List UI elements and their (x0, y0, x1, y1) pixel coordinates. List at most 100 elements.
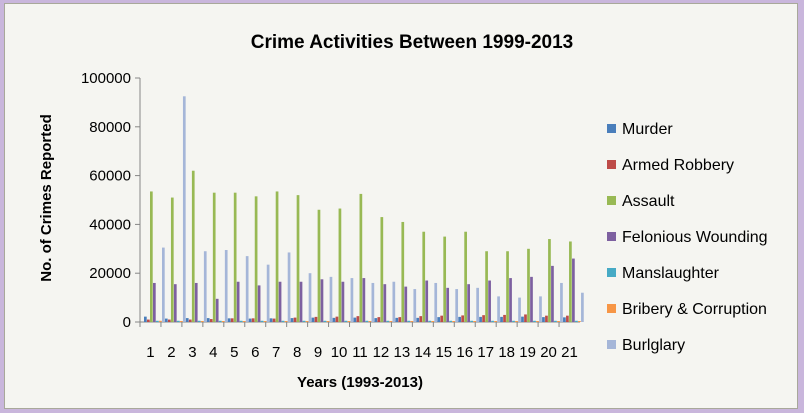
bar (419, 316, 423, 322)
legend-swatch (607, 160, 616, 169)
bar (266, 264, 270, 322)
bar (509, 278, 512, 322)
bar (368, 321, 372, 322)
bar (404, 286, 408, 322)
bar (162, 247, 165, 322)
bar (197, 320, 201, 322)
bar (284, 321, 288, 322)
y-tick-label: 40000 (89, 216, 131, 233)
x-tick-label: 8 (293, 344, 301, 361)
bar (281, 320, 285, 322)
bar (428, 320, 432, 322)
bar (332, 317, 336, 322)
bar (314, 316, 318, 322)
bar (458, 316, 461, 322)
bar (470, 320, 473, 322)
bar (191, 170, 195, 322)
bar (164, 318, 168, 322)
bar (416, 317, 420, 322)
bar (150, 191, 153, 322)
bar (437, 317, 441, 322)
bar (144, 316, 147, 322)
x-tick-label: 6 (251, 344, 259, 361)
bar (239, 320, 243, 322)
x-tick-label: 21 (561, 344, 578, 361)
bar (413, 289, 417, 322)
bar (251, 318, 255, 322)
bar (218, 320, 222, 322)
bar (398, 317, 402, 322)
bar (296, 195, 300, 322)
bar (206, 318, 210, 322)
bar (560, 282, 563, 322)
bar (371, 282, 375, 322)
bar (293, 317, 297, 322)
y-tick-label: 0 (123, 314, 131, 331)
bar (278, 281, 282, 322)
legend-label: Felonious Wounding (622, 229, 768, 246)
bar (326, 321, 330, 322)
y-tick-label: 100000 (81, 70, 131, 87)
bar (440, 315, 444, 322)
bar (147, 319, 150, 322)
bar (524, 314, 527, 322)
x-tick-label: 1 (146, 344, 154, 361)
bar (530, 276, 533, 322)
bar (575, 320, 578, 322)
bar (350, 278, 354, 322)
x-tick-label: 7 (272, 344, 280, 361)
bar (341, 281, 345, 322)
y-tick-label: 80000 (89, 119, 131, 136)
bar (170, 197, 174, 322)
bar (566, 315, 569, 322)
bar (317, 209, 321, 322)
bar (236, 281, 240, 322)
bar (551, 265, 554, 322)
bar (287, 252, 291, 322)
bar (569, 241, 572, 322)
bar (182, 96, 186, 322)
bar (242, 321, 246, 322)
x-tick-label: 2 (167, 344, 175, 361)
bar (548, 239, 551, 322)
x-tick-label: 3 (188, 344, 196, 361)
chart-title: Crime Activities Between 1999-2013 (251, 32, 573, 53)
bar (335, 316, 339, 322)
bar (527, 248, 530, 322)
bar (482, 315, 485, 322)
bar (572, 258, 575, 322)
bar (299, 281, 303, 322)
bar (263, 321, 267, 322)
bar (425, 280, 429, 322)
bar (167, 319, 171, 322)
x-tick-label: 16 (456, 344, 473, 361)
bar (254, 196, 258, 322)
x-tick-label: 18 (498, 344, 515, 361)
bar (185, 318, 189, 322)
legend-label: Burlglary (622, 337, 685, 354)
bar (542, 317, 545, 322)
bar (338, 208, 342, 322)
x-tick-label: 4 (209, 344, 217, 361)
bar (515, 321, 518, 322)
bar (500, 316, 503, 322)
bar (305, 321, 309, 322)
bar (554, 320, 557, 322)
bar (347, 321, 351, 322)
legend-label: Manslaughter (622, 265, 720, 282)
bar (545, 315, 548, 322)
bar (257, 285, 261, 322)
chart-frame: Crime Activities Between 1999-2013 No. o… (4, 3, 798, 409)
bar (248, 318, 252, 322)
bar (401, 221, 405, 322)
x-tick-label: 5 (230, 344, 238, 361)
bar (533, 320, 536, 322)
legend-label: Bribery & Corruption (622, 301, 767, 318)
bar (476, 287, 479, 322)
bar (359, 193, 363, 322)
bar (434, 282, 438, 322)
bar (431, 321, 435, 322)
bar (377, 317, 381, 322)
x-tick-label: 13 (394, 344, 411, 361)
